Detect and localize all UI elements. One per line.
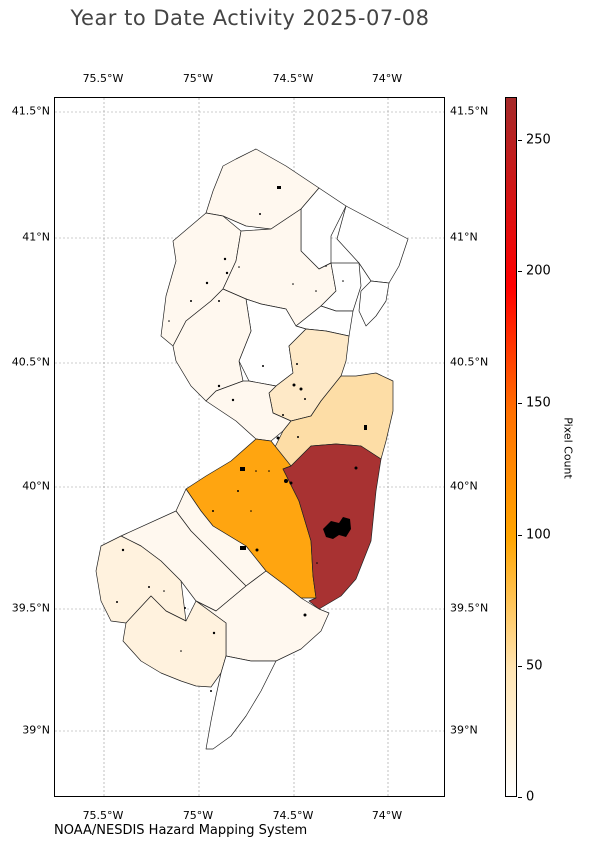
- map-title: Year to Date Activity 2025-07-08: [70, 6, 430, 30]
- colorbar-tick: [518, 666, 522, 667]
- lon-tick-top: 75.5°W: [82, 72, 124, 85]
- lat-tick-left: 39.5°N: [11, 601, 50, 615]
- lat-tick-right: 40°N: [450, 479, 478, 493]
- lat-tick-left: 41.5°N: [11, 104, 50, 118]
- colorbar: [505, 97, 517, 797]
- counties: [95, 148, 409, 750]
- lat-tick-left: 40.5°N: [11, 355, 50, 369]
- colorbar-tick: [518, 271, 522, 272]
- colorbar-label: 250: [526, 132, 551, 148]
- lon-tick-bottom: 74°W: [371, 809, 403, 822]
- credit-text: NOAA/NESDIS Hazard Mapping System: [54, 823, 308, 838]
- lat-tick-right: 41.5°N: [450, 104, 489, 118]
- county-mercer: [205, 380, 292, 442]
- colorbar-label: 50: [526, 658, 543, 674]
- lon-tick-bottom: 75.5°W: [82, 809, 124, 822]
- lat-tick-right: 41°N: [450, 230, 478, 244]
- lat-tick-left: 40°N: [22, 479, 50, 493]
- colorbar-tick: [518, 797, 522, 798]
- lat-tick-right: 39.5°N: [450, 601, 489, 615]
- county-capemay: [205, 655, 277, 750]
- lat-tick-right: 40.5°N: [450, 355, 489, 369]
- lon-tick-top: 75°W: [182, 72, 214, 85]
- colorbar-tick: [518, 140, 522, 141]
- colorbar-label: 100: [526, 527, 551, 543]
- lon-tick-top: 74.5°W: [272, 72, 314, 85]
- county-hudson: [358, 280, 390, 327]
- fire-detections: [116, 186, 367, 692]
- lon-tick-bottom: 75°W: [182, 809, 214, 822]
- lat-tick-right: 39°N: [450, 723, 478, 737]
- colorbar-tick: [518, 535, 522, 536]
- colorbar-label: 150: [526, 395, 551, 411]
- colorbar-label: 200: [526, 263, 551, 279]
- lon-tick-bottom: 74.5°W: [272, 809, 314, 822]
- lon-tick-top: 74°W: [371, 72, 403, 85]
- lat-tick-left: 41°N: [22, 230, 50, 244]
- lat-tick-left: 39°N: [22, 723, 50, 737]
- county-map: [55, 98, 444, 796]
- colorbar-tick: [518, 403, 522, 404]
- colorbar-label: 0: [526, 789, 535, 805]
- colorbar-title: Pixel Count: [561, 417, 575, 479]
- map-panel[interactable]: [54, 97, 445, 797]
